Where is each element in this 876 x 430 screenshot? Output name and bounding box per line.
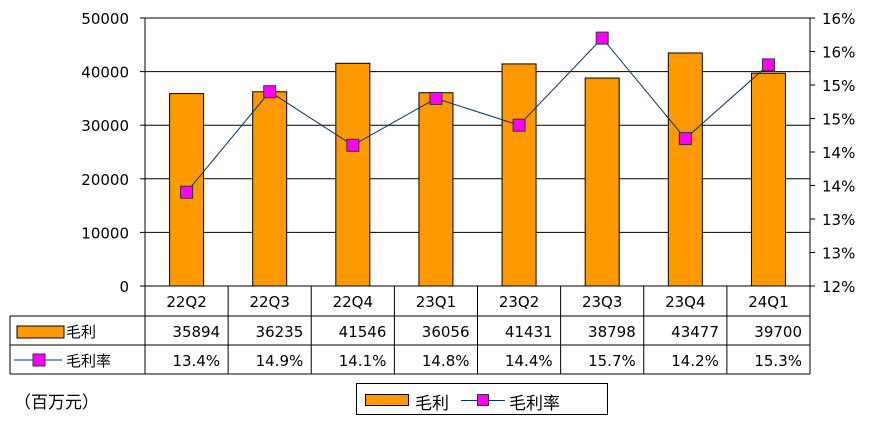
unit-label: （百万元） [14,393,99,413]
line-marker [678,132,692,146]
table-cell: 14.2% [671,352,719,370]
table-cell: 14.1% [339,352,387,370]
y-right-tick-label: 13% [822,211,855,229]
table-cell: 41546 [339,323,387,341]
y-right-tick-label: 12% [822,278,855,296]
table-cell: 39700 [754,323,802,341]
table-row-label: 毛利率 [66,352,111,370]
line-marker [263,85,277,99]
bar [252,91,288,287]
y-left-tick-label: 50000 [81,10,129,28]
y-left-tick-label: 20000 [81,171,129,189]
table-cell: 41431 [505,323,553,341]
line-marker [346,138,360,152]
axes: 0 10000 20000 30000 40000 50000 12% 13% 13% 14% 14… [81,10,855,296]
table-cell: 14.9% [256,352,304,370]
y-right-tick-label: 13% [822,245,855,263]
line-marker [180,185,194,199]
legend-bar-swatch [365,394,409,406]
bar [335,62,371,287]
margin-line [186,37,769,193]
data-table: 22Q2 22Q3 22Q4 23Q1 23Q2 23Q3 23Q4 24Q1 毛利 35894 3… [9,286,811,375]
line-marker [761,58,775,72]
category-label: 22Q3 [249,293,289,311]
table-cell: 35894 [172,323,220,341]
y-left-tick-label: 10000 [81,224,129,242]
category-label: 23Q4 [665,293,705,311]
table-cell: 15.3% [754,352,802,370]
table-cell: 43477 [671,323,719,341]
y-left-tick-label: 40000 [81,64,129,82]
legend-marker-icon [477,394,489,406]
y-right-tick-label: 14% [822,144,855,162]
line-marker [429,91,443,105]
table-cell: 38798 [588,323,636,341]
table-cell: 15.7% [588,352,636,370]
legend: 毛利 毛利率 [356,383,608,415]
y-left-tick-label: 0 [119,278,129,296]
bar [584,77,620,287]
plot-frame [144,17,811,287]
line-marker [595,31,609,45]
bar [501,63,537,287]
category-label: 22Q4 [333,293,373,311]
category-label: 23Q1 [416,293,456,311]
legend-line-label: 毛利率 [509,394,560,414]
category-label: 22Q2 [166,293,206,311]
y-right-tick-label: 15% [822,111,855,129]
category-label: 23Q3 [582,293,622,311]
y-right-tick-label: 14% [822,178,855,196]
bar [667,52,703,287]
y-left-tick-label: 30000 [81,117,129,135]
table-cell: 13.4% [172,352,220,370]
bar [750,72,786,287]
line-marker [512,118,526,132]
table-cell: 36235 [256,323,304,341]
bar [418,92,454,287]
category-label: 24Q1 [748,293,788,311]
table-cell: 36056 [422,323,470,341]
table-bar-swatch [16,325,65,339]
table-row-label: 毛利 [66,323,96,341]
legend-bar-label: 毛利 [415,394,449,414]
plot-area [145,17,810,287]
y-right-tick-label: 16% [822,44,855,62]
table-cell: 14.8% [422,352,470,370]
table-cell: 14.4% [505,352,553,370]
y-right-tick-label: 15% [822,77,855,95]
y-right-tick-label: 16% [822,10,855,28]
table-marker-swatch [32,353,46,367]
category-label: 23Q2 [499,293,539,311]
